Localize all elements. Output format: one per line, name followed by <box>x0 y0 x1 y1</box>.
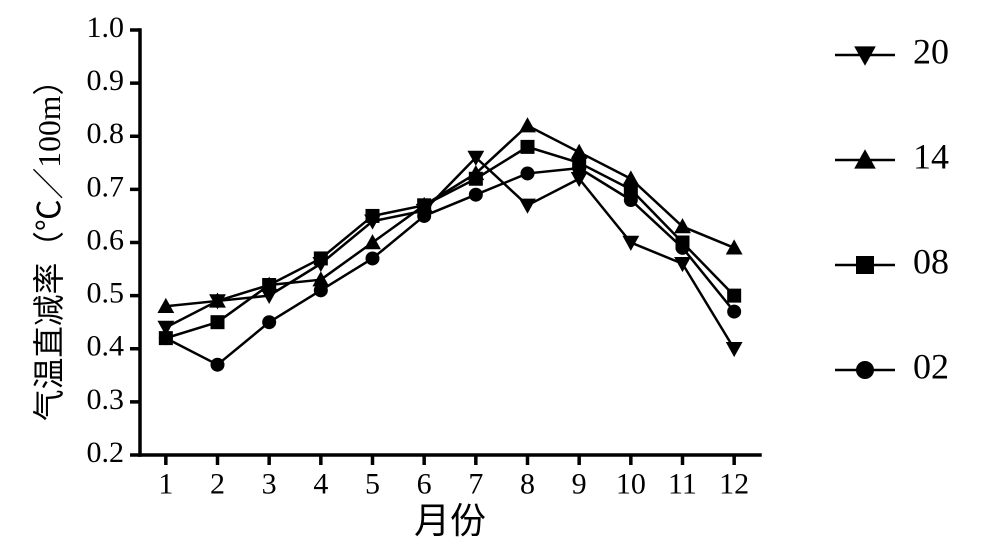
x-tick-label: 12 <box>719 468 749 501</box>
x-tick-label: 9 <box>572 468 587 501</box>
x-tick-label: 3 <box>262 468 277 501</box>
x-tick-label: 5 <box>365 468 380 501</box>
y-tick-label: 0.6 <box>87 223 125 256</box>
x-tick-label: 4 <box>313 468 328 501</box>
lapse-rate-line-chart: 0.20.30.40.50.60.70.80.91.01234567891011… <box>0 0 1000 543</box>
y-tick-label: 0.8 <box>87 117 125 150</box>
y-tick-label: 1.0 <box>87 11 125 44</box>
y-tick-label: 0.3 <box>87 383 125 416</box>
legend-label: 02 <box>913 346 949 386</box>
y-axis-label: 气温直减率（℃／100m） <box>32 64 67 421</box>
legend-label: 08 <box>913 241 949 281</box>
y-tick-label: 0.2 <box>87 436 125 469</box>
x-axis-label: 月份 <box>414 501 486 541</box>
x-tick-label: 11 <box>668 468 697 501</box>
x-tick-label: 1 <box>158 468 173 501</box>
x-tick-label: 7 <box>468 468 483 501</box>
y-tick-label: 0.5 <box>87 277 125 310</box>
y-tick-label: 0.7 <box>87 170 125 203</box>
legend-label: 20 <box>913 31 949 71</box>
x-tick-label: 8 <box>520 468 535 501</box>
chart-container: 0.20.30.40.50.60.70.80.91.01234567891011… <box>0 0 1000 543</box>
y-tick-label: 0.9 <box>87 64 125 97</box>
y-tick-label: 0.4 <box>87 330 125 363</box>
x-tick-label: 6 <box>417 468 432 501</box>
x-tick-label: 10 <box>616 468 646 501</box>
x-tick-label: 2 <box>210 468 225 501</box>
legend-label: 14 <box>913 136 949 176</box>
